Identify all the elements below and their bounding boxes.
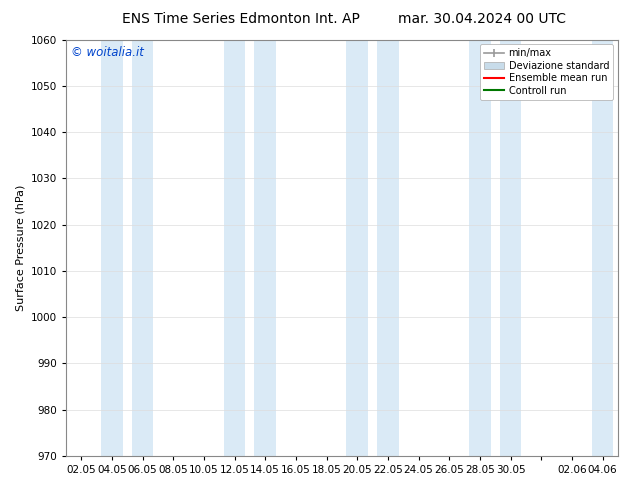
Bar [500,40,521,456]
Text: ENS Time Series Edmonton Int. AP: ENS Time Series Edmonton Int. AP [122,12,360,26]
Bar [132,40,153,456]
Bar [254,40,276,456]
Bar [224,40,245,456]
Text: © woitalia.it: © woitalia.it [72,46,144,59]
Y-axis label: Surface Pressure (hPa): Surface Pressure (hPa) [15,185,25,311]
Bar [101,40,122,456]
Bar [592,40,613,456]
Bar [346,40,368,456]
Legend: min/max, Deviazione standard, Ensemble mean run, Controll run: min/max, Deviazione standard, Ensemble m… [481,45,613,99]
Bar [469,40,491,456]
Text: mar. 30.04.2024 00 UTC: mar. 30.04.2024 00 UTC [398,12,566,26]
Bar [377,40,399,456]
